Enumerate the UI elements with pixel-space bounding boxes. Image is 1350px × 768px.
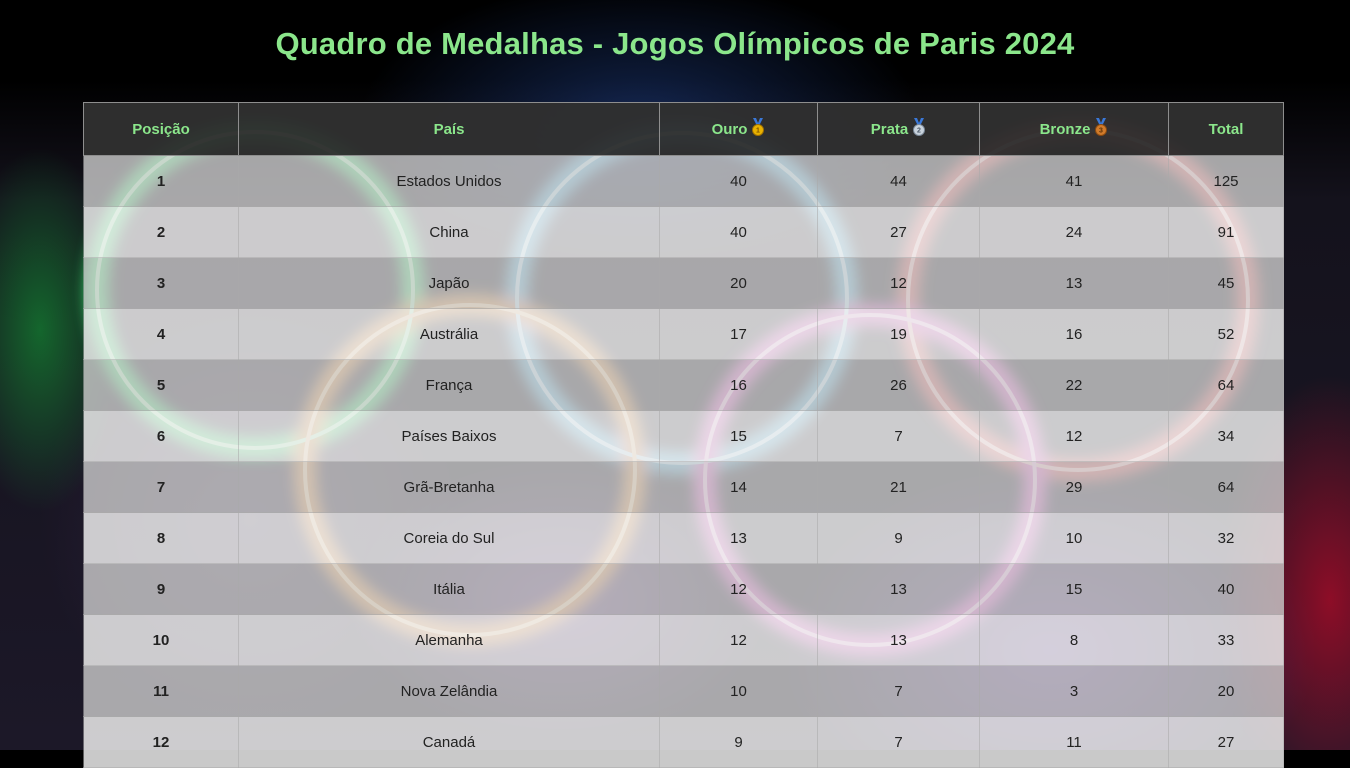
cell-gold: 15 xyxy=(659,410,818,462)
cell-position: 11 xyxy=(83,665,239,717)
cell-position: 6 xyxy=(83,410,239,462)
table-row: 3 Japão 20 12 13 45 xyxy=(83,257,1284,309)
cell-silver: 13 xyxy=(817,563,980,615)
svg-text:2: 2 xyxy=(917,128,921,135)
table-row: 2 China 40 27 24 91 xyxy=(83,206,1284,258)
cell-country: Nova Zelândia xyxy=(238,665,660,717)
cell-gold: 13 xyxy=(659,512,818,564)
cell-gold: 12 xyxy=(659,614,818,666)
silver-medal-icon: 2 xyxy=(912,118,926,140)
cell-gold: 12 xyxy=(659,563,818,615)
svg-text:1: 1 xyxy=(756,128,760,135)
cell-bronze: 8 xyxy=(979,614,1169,666)
cell-silver: 19 xyxy=(817,308,980,360)
cell-country: Itália xyxy=(238,563,660,615)
cell-country: Canadá xyxy=(238,716,660,768)
medal-table: Posição País Ouro 1 Prata 2 Bronze 3 Total … xyxy=(83,102,1284,768)
cell-total: 125 xyxy=(1168,155,1284,207)
cell-country: China xyxy=(238,206,660,258)
cell-silver: 7 xyxy=(817,410,980,462)
cell-position: 3 xyxy=(83,257,239,309)
cell-country: Japão xyxy=(238,257,660,309)
cell-total: 64 xyxy=(1168,461,1284,513)
table-row: 9 Itália 12 13 15 40 xyxy=(83,563,1284,615)
cell-silver: 7 xyxy=(817,665,980,717)
header-total: Total xyxy=(1168,102,1284,156)
cell-gold: 20 xyxy=(659,257,818,309)
cell-bronze: 10 xyxy=(979,512,1169,564)
cell-gold: 40 xyxy=(659,206,818,258)
table-row: 12 Canadá 9 7 11 27 xyxy=(83,716,1284,768)
cell-total: 34 xyxy=(1168,410,1284,462)
cell-bronze: 41 xyxy=(979,155,1169,207)
cell-total: 32 xyxy=(1168,512,1284,564)
cell-bronze: 11 xyxy=(979,716,1169,768)
cell-bronze: 24 xyxy=(979,206,1169,258)
cell-silver: 21 xyxy=(817,461,980,513)
cell-country: Grã-Bretanha xyxy=(238,461,660,513)
cell-gold: 10 xyxy=(659,665,818,717)
cell-country: Coreia do Sul xyxy=(238,512,660,564)
cell-bronze: 16 xyxy=(979,308,1169,360)
cell-silver: 13 xyxy=(817,614,980,666)
cell-position: 9 xyxy=(83,563,239,615)
cell-silver: 9 xyxy=(817,512,980,564)
cell-bronze: 22 xyxy=(979,359,1169,411)
cell-gold: 14 xyxy=(659,461,818,513)
header-silver: Prata 2 xyxy=(817,102,980,156)
header-bronze: Bronze 3 xyxy=(979,102,1169,156)
cell-gold: 9 xyxy=(659,716,818,768)
cell-position: 7 xyxy=(83,461,239,513)
table-row: 10 Alemanha 12 13 8 33 xyxy=(83,614,1284,666)
cell-total: 45 xyxy=(1168,257,1284,309)
cell-bronze: 12 xyxy=(979,410,1169,462)
header-gold: Ouro 1 xyxy=(659,102,818,156)
cell-total: 33 xyxy=(1168,614,1284,666)
cell-silver: 7 xyxy=(817,716,980,768)
table-row: 8 Coreia do Sul 13 9 10 32 xyxy=(83,512,1284,564)
cell-position: 1 xyxy=(83,155,239,207)
cell-position: 4 xyxy=(83,308,239,360)
cell-silver: 26 xyxy=(817,359,980,411)
cell-silver: 12 xyxy=(817,257,980,309)
cell-position: 8 xyxy=(83,512,239,564)
table-row: 5 França 16 26 22 64 xyxy=(83,359,1284,411)
cell-country: Países Baixos xyxy=(238,410,660,462)
cell-gold: 17 xyxy=(659,308,818,360)
cell-country: Estados Unidos xyxy=(238,155,660,207)
page-title: Quadro de Medalhas - Jogos Olímpicos de … xyxy=(275,26,1075,61)
cell-total: 64 xyxy=(1168,359,1284,411)
cell-country: Austrália xyxy=(238,308,660,360)
cell-country: Alemanha xyxy=(238,614,660,666)
cell-position: 5 xyxy=(83,359,239,411)
cell-total: 27 xyxy=(1168,716,1284,768)
cell-gold: 40 xyxy=(659,155,818,207)
cell-position: 2 xyxy=(83,206,239,258)
cell-bronze: 3 xyxy=(979,665,1169,717)
table-row: 1 Estados Unidos 40 44 41 125 xyxy=(83,155,1284,207)
cell-bronze: 15 xyxy=(979,563,1169,615)
cell-bronze: 29 xyxy=(979,461,1169,513)
table-row: 4 Austrália 17 19 16 52 xyxy=(83,308,1284,360)
cell-total: 40 xyxy=(1168,563,1284,615)
cell-silver: 27 xyxy=(817,206,980,258)
table-row: 11 Nova Zelândia 10 7 3 20 xyxy=(83,665,1284,717)
table-row: 7 Grã-Bretanha 14 21 29 64 xyxy=(83,461,1284,513)
svg-text:3: 3 xyxy=(1099,128,1103,135)
cell-total: 20 xyxy=(1168,665,1284,717)
table-header-row: Posição País Ouro 1 Prata 2 Bronze 3 Total xyxy=(83,102,1284,156)
header-country: País xyxy=(238,102,660,156)
gold-medal-icon: 1 xyxy=(751,118,765,140)
table-row: 6 Países Baixos 15 7 12 34 xyxy=(83,410,1284,462)
cell-position: 12 xyxy=(83,716,239,768)
cell-silver: 44 xyxy=(817,155,980,207)
cell-total: 52 xyxy=(1168,308,1284,360)
header-position: Posição xyxy=(83,102,239,156)
cell-gold: 16 xyxy=(659,359,818,411)
cell-total: 91 xyxy=(1168,206,1284,258)
cell-position: 10 xyxy=(83,614,239,666)
cell-country: França xyxy=(238,359,660,411)
bronze-medal-icon: 3 xyxy=(1094,118,1108,140)
cell-bronze: 13 xyxy=(979,257,1169,309)
